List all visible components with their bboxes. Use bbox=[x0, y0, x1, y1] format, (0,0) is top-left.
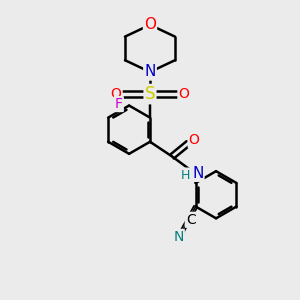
Text: O: O bbox=[144, 17, 156, 32]
Text: N: N bbox=[173, 230, 184, 244]
Text: N: N bbox=[192, 166, 203, 181]
Text: O: O bbox=[111, 87, 122, 101]
Text: O: O bbox=[189, 133, 200, 147]
Text: F: F bbox=[115, 97, 123, 111]
Text: S: S bbox=[145, 85, 155, 103]
Text: N: N bbox=[144, 64, 156, 80]
Text: C: C bbox=[186, 213, 196, 227]
Text: O: O bbox=[178, 87, 189, 101]
Text: H: H bbox=[181, 169, 190, 182]
